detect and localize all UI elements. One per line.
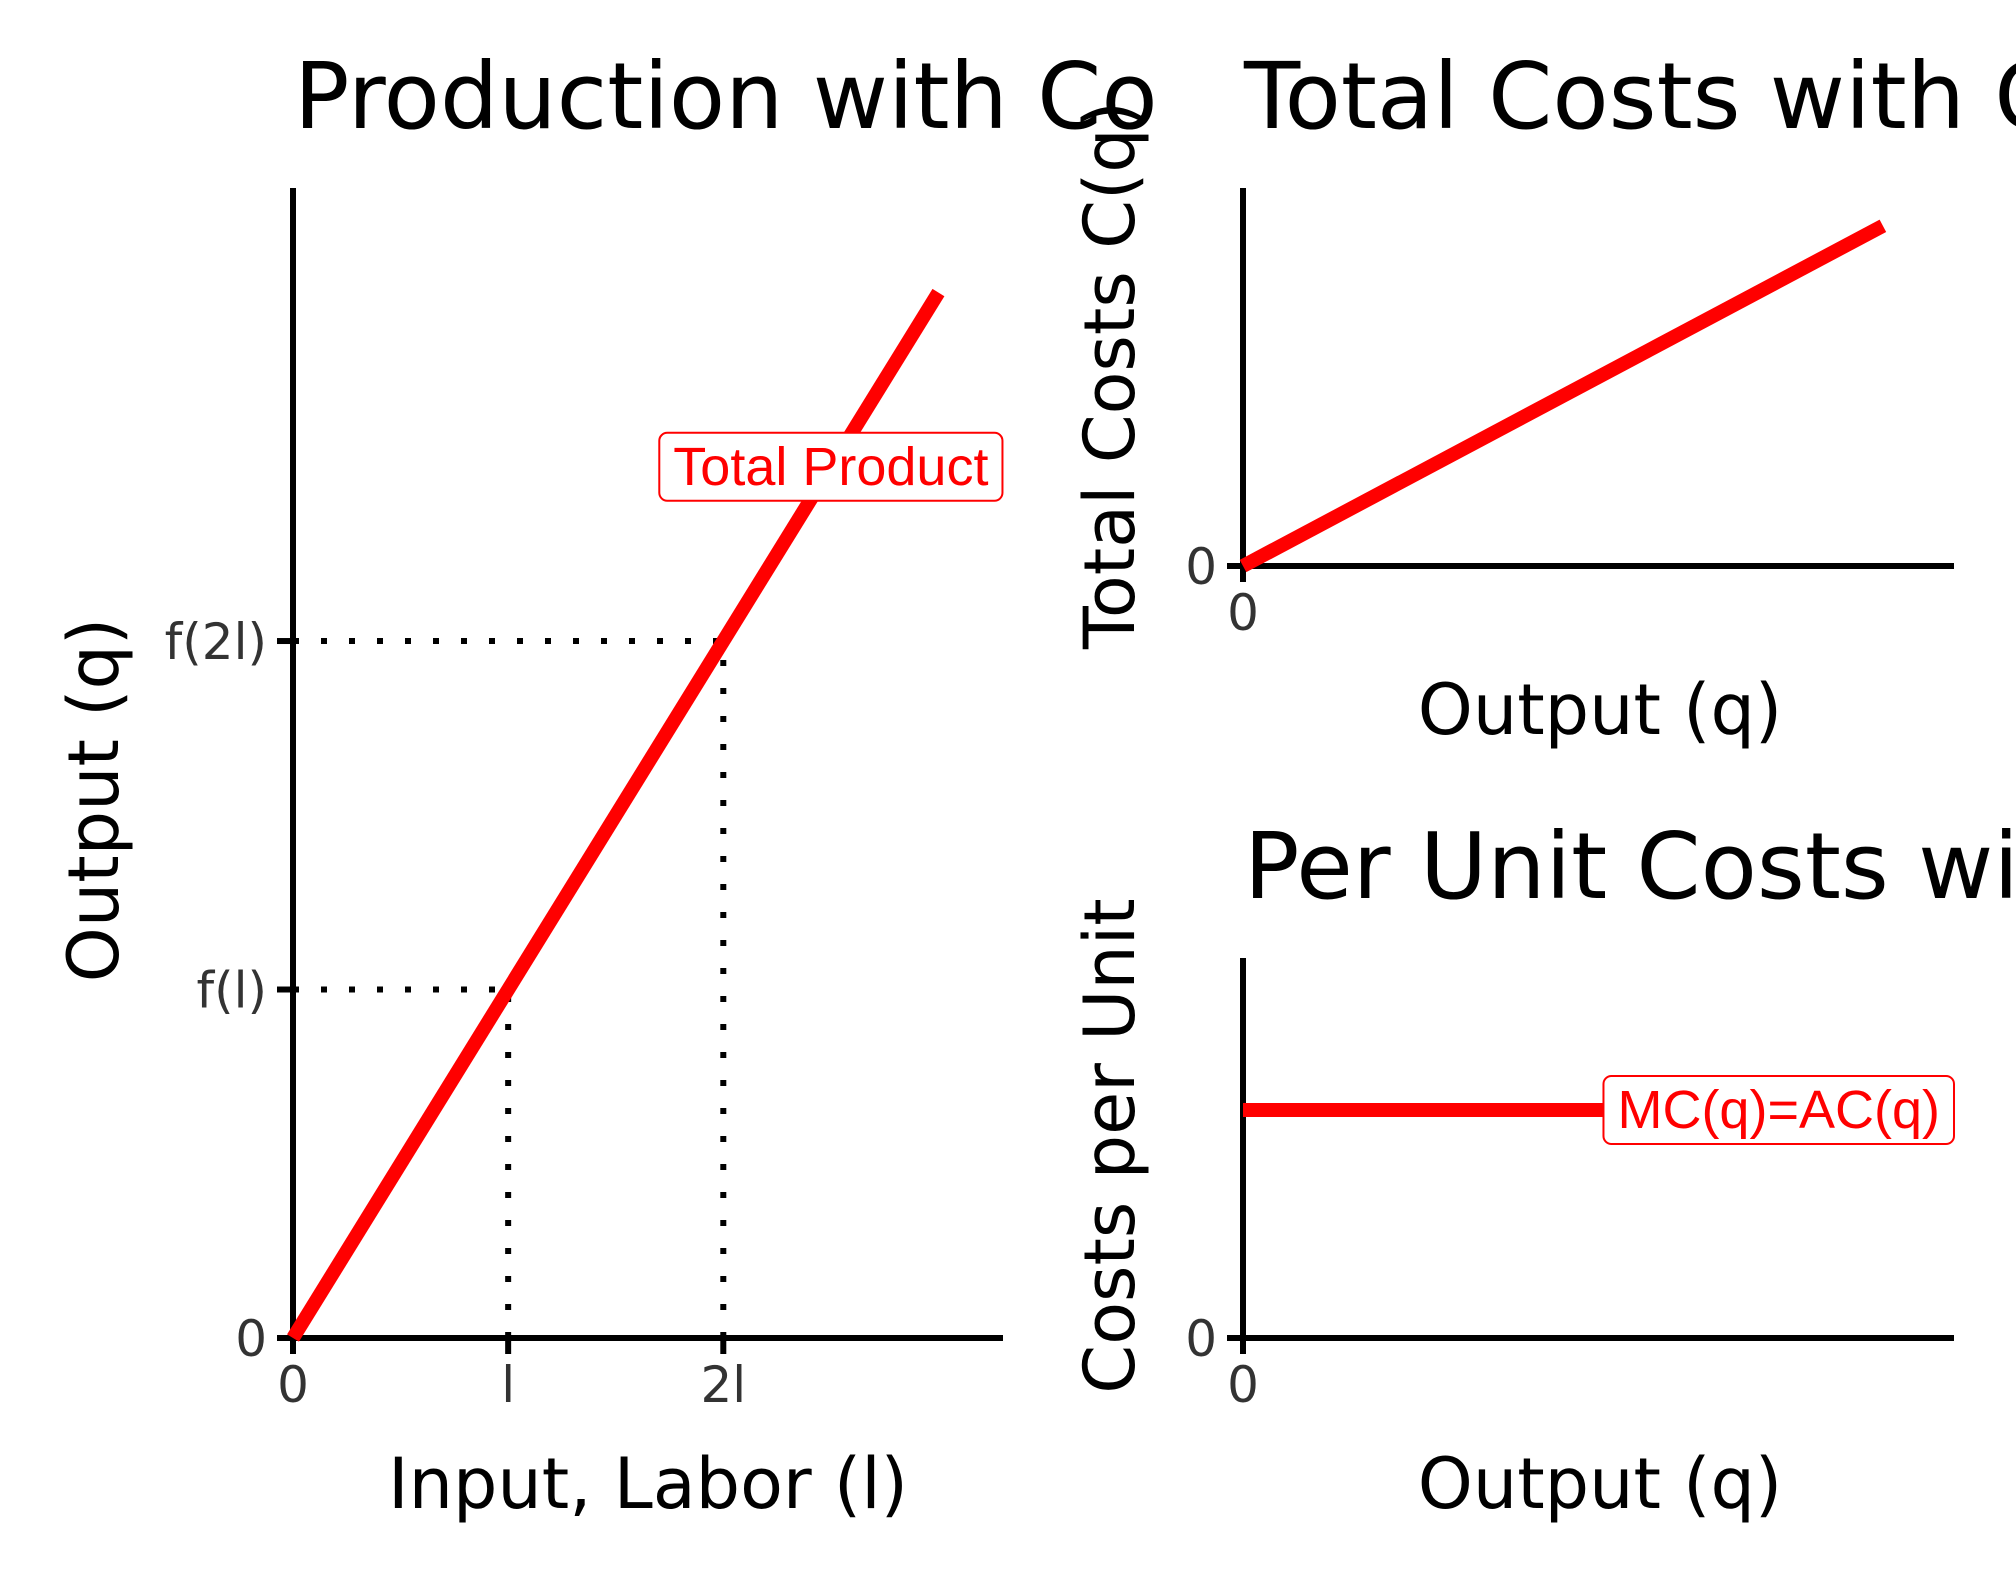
- per-unit-costs-panel: Per Unit Costs with C Costs per Unit Out…: [1069, 813, 2016, 1525]
- total-costs-y-tick-label-0: 0: [1185, 538, 1217, 596]
- production-y-tick-label-1: f(l): [196, 962, 267, 1020]
- per-unit-costs-title: Per Unit Costs with C: [1244, 813, 2016, 920]
- per-unit-costs-x-tick-label-0: 0: [1227, 1356, 1259, 1414]
- production-y-tick-label-0: 0: [235, 1310, 267, 1368]
- total-costs-series: [1239, 219, 1887, 573]
- total-costs-series-line-0: [1239, 219, 1887, 573]
- total-costs-x-tick-label-0: 0: [1227, 584, 1259, 642]
- production-y-tick-label-2: f(2l): [165, 613, 267, 671]
- production-guides: [293, 638, 727, 1338]
- total-costs-axes: [1240, 188, 1954, 569]
- production-x-axis-title: Input, Labor (l): [388, 1443, 908, 1525]
- per-unit-costs-ticks: 00: [1185, 1310, 1259, 1414]
- per-unit-costs-annotation-box-0: [1602, 1075, 1955, 1145]
- per-unit-costs-axes: [1240, 958, 1954, 1341]
- total-costs-y-axis-title: Total Costs C(q): [1069, 101, 1151, 650]
- production-ticks: 0 l 2l 0 f(l) f(2l): [165, 613, 746, 1414]
- production-annotation-box-0: [658, 431, 1004, 502]
- production-annotations: Total Product: [658, 431, 1004, 502]
- production-y-axis-title: Output (q): [53, 618, 135, 982]
- total-costs-panel: Total Costs with Cor Total Costs C(q) Ou…: [1069, 43, 2016, 751]
- production-x-tick-label-1: l: [501, 1356, 515, 1414]
- production-axes: [290, 188, 1003, 1341]
- total-costs-title: Total Costs with Cor: [1243, 43, 2016, 150]
- total-costs-ticks: 00: [1185, 538, 1259, 642]
- production-annotation-label-0: Total Product: [673, 437, 988, 497]
- per-unit-costs-x-axis-title: Output (q): [1418, 1443, 1782, 1525]
- production-x-tick-label-0: 0: [277, 1356, 309, 1414]
- total-costs-x-axis-title: Output (q): [1418, 669, 1782, 751]
- per-unit-costs-annotation-label-0: MC(q)=AC(q): [1617, 1080, 1940, 1140]
- production-title: Production with Co: [294, 43, 1158, 150]
- per-unit-costs-y-axis-title: Costs per Unit: [1069, 898, 1151, 1393]
- per-unit-costs-annotations: MC(q)=AC(q): [1602, 1075, 1955, 1145]
- production-panel: Production with Co Output (q) Input, Lab…: [53, 43, 1158, 1525]
- per-unit-costs-y-tick-label-0: 0: [1185, 1310, 1217, 1368]
- production-x-tick-label-2: 2l: [700, 1356, 746, 1414]
